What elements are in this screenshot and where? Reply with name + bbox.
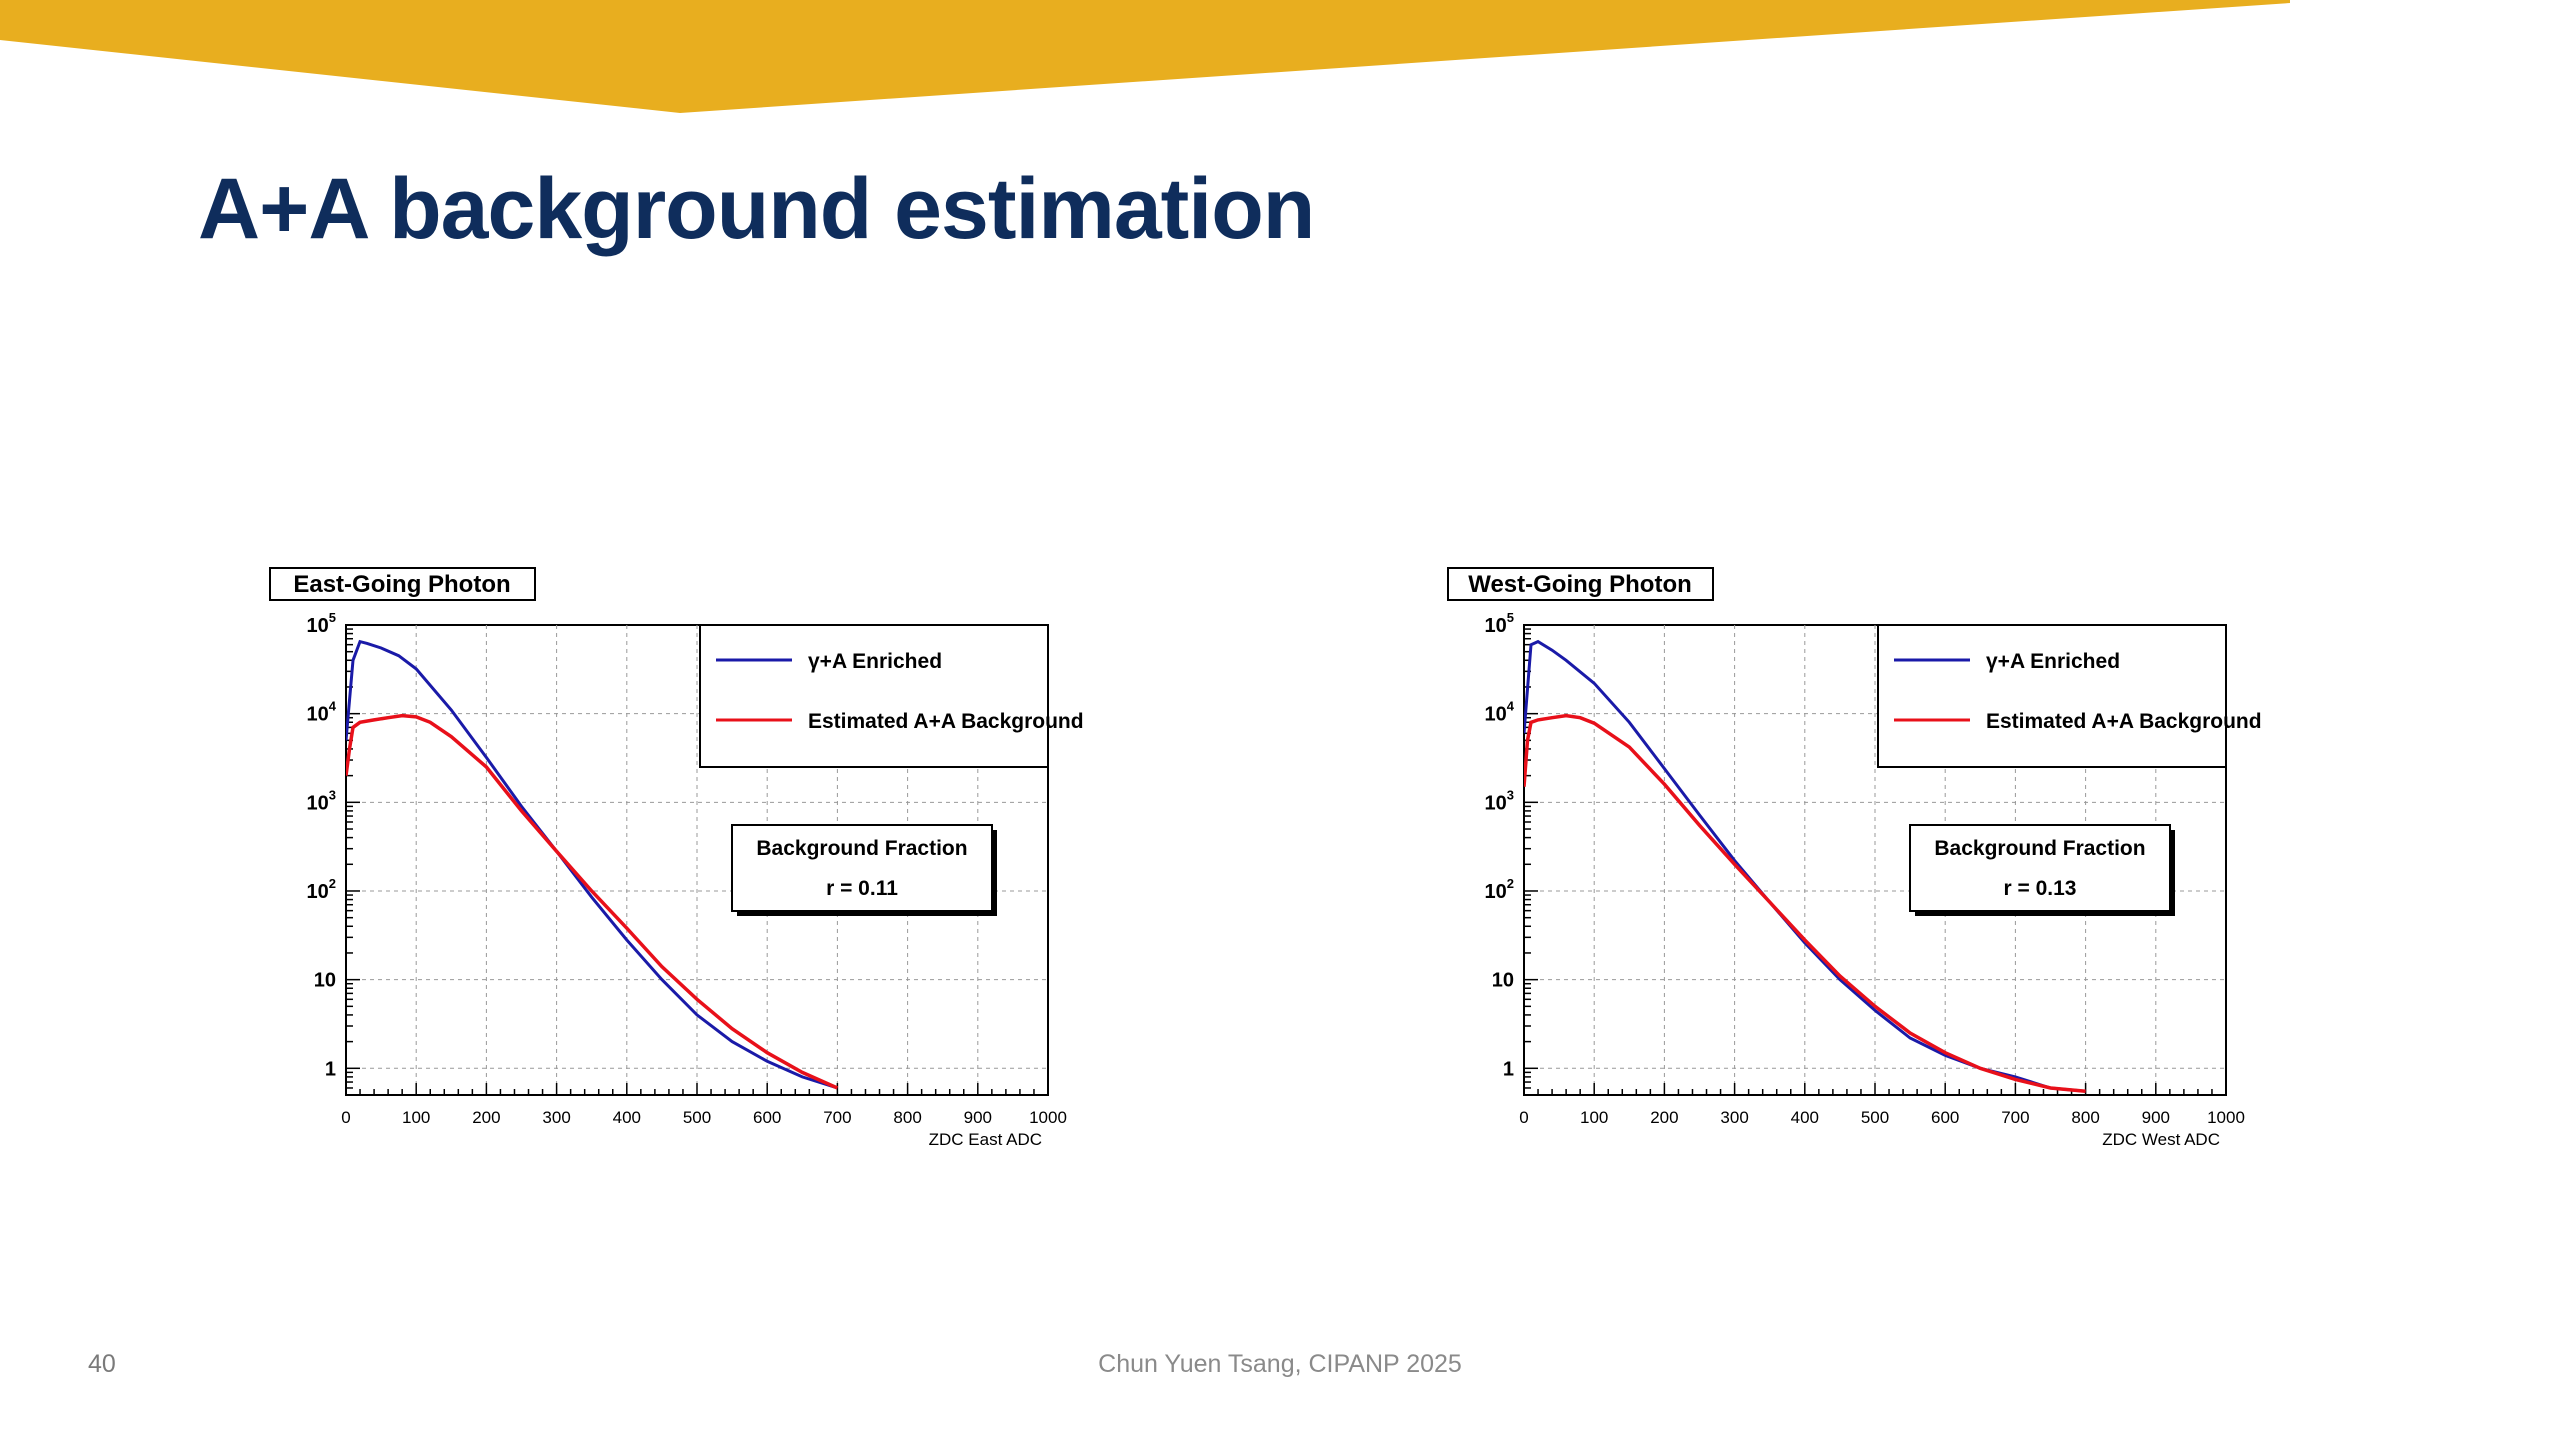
y-tick-label: 10 bbox=[314, 970, 336, 992]
y-tick-exponent: 4 bbox=[329, 699, 337, 714]
y-tick-label: 104 bbox=[307, 699, 337, 726]
chart-title-box bbox=[269, 567, 536, 601]
x-tick-label: 300 bbox=[542, 1108, 570, 1127]
chart-east-svg: East-Going Photon 0 100 200 300 400 500 600 700 8… bbox=[269, 567, 1084, 1149]
x-tick-label: 600 bbox=[753, 1108, 781, 1127]
chart-west-svg: West-Going Photon 0 100 200 300 400 500 600 700 8… bbox=[1447, 567, 2262, 1149]
y-tick-label: 104 bbox=[1485, 699, 1515, 726]
y-tick-base: 10 bbox=[1492, 970, 1514, 992]
x-tick-label: 0 bbox=[1519, 1108, 1528, 1127]
x-tick-label: 0 bbox=[341, 1108, 350, 1127]
y-tick-base: 10 bbox=[314, 970, 336, 992]
series-line-background bbox=[346, 713, 839, 1090]
y-tick-base: 1 bbox=[325, 1058, 336, 1080]
legend-box bbox=[1877, 624, 2227, 768]
y-tick-label: 1 bbox=[325, 1058, 336, 1080]
y-tick-base: 1 bbox=[1503, 1058, 1514, 1080]
annotation-box bbox=[731, 824, 993, 912]
chart-title: East-Going Photon bbox=[293, 571, 510, 598]
legend-label: Estimated A+A Background bbox=[808, 710, 1084, 733]
x-tick-label: 100 bbox=[1580, 1108, 1608, 1127]
y-tick-base: 10 bbox=[1485, 792, 1507, 814]
x-tick-label: 800 bbox=[893, 1108, 921, 1127]
x-tick-label: 600 bbox=[1931, 1108, 1959, 1127]
x-tick-label: 700 bbox=[2001, 1108, 2029, 1127]
chart-title: West-Going Photon bbox=[1468, 571, 1692, 598]
y-tick-base: 10 bbox=[307, 704, 329, 726]
y-tick-base: 10 bbox=[307, 792, 329, 814]
y-tick-exponent: 3 bbox=[329, 787, 336, 802]
series-line-enriched bbox=[346, 639, 838, 1090]
x-tick-label: 500 bbox=[683, 1108, 711, 1127]
x-tick-label: 1000 bbox=[1029, 1108, 1067, 1127]
y-tick-base: 10 bbox=[307, 615, 329, 637]
slide-title: A+A background estimation bbox=[198, 161, 1315, 257]
annotation-title: Background Fraction bbox=[756, 837, 967, 860]
x-tick-label: 200 bbox=[1650, 1108, 1678, 1127]
chart-east-going-photon: East-Going Photon 0 100 200 300 400 500 600 700 8… bbox=[262, 550, 1102, 1150]
y-tick-exponent: 2 bbox=[1507, 876, 1514, 891]
y-tick-base: 10 bbox=[1485, 615, 1507, 637]
annotation-title: Background Fraction bbox=[1934, 837, 2145, 860]
x-axis-label: ZDC West ADC bbox=[2102, 1130, 2220, 1149]
legend-label: γ+A Enriched bbox=[808, 650, 942, 673]
x-tick-label: 100 bbox=[402, 1108, 430, 1127]
y-tick-label: 1 bbox=[1503, 1058, 1514, 1080]
x-tick-label: 800 bbox=[2071, 1108, 2099, 1127]
legend-label: Estimated A+A Background bbox=[1986, 710, 2262, 733]
x-axis-label: ZDC East ADC bbox=[929, 1130, 1042, 1149]
annotation-box bbox=[1909, 824, 2171, 912]
x-tick-label: 900 bbox=[2142, 1108, 2170, 1127]
chart-title-box bbox=[1447, 567, 1714, 601]
y-tick-label: 102 bbox=[1485, 876, 1514, 903]
series-line-background bbox=[1524, 713, 2086, 1094]
legend-label: γ+A Enriched bbox=[1986, 650, 2120, 673]
x-tick-label: 400 bbox=[1791, 1108, 1819, 1127]
x-tick-label: 300 bbox=[1720, 1108, 1748, 1127]
x-tick-label: 900 bbox=[964, 1108, 992, 1127]
y-tick-label: 103 bbox=[1485, 787, 1514, 814]
y-tick-base: 10 bbox=[1485, 881, 1507, 903]
y-tick-exponent: 5 bbox=[329, 610, 336, 625]
y-tick-label: 105 bbox=[1485, 610, 1514, 637]
x-tick-label: 1000 bbox=[2207, 1108, 2245, 1127]
y-tick-label: 102 bbox=[307, 876, 336, 903]
header-banner bbox=[0, 0, 2290, 113]
y-tick-base: 10 bbox=[307, 881, 329, 903]
y-tick-label: 103 bbox=[307, 787, 336, 814]
y-tick-exponent: 3 bbox=[1507, 787, 1514, 802]
y-tick-exponent: 5 bbox=[1507, 610, 1514, 625]
y-tick-base: 10 bbox=[1485, 704, 1507, 726]
chart-west-going-photon: West-Going Photon 0 100 200 300 400 500 600 700 8… bbox=[1440, 550, 2280, 1150]
banner-shape bbox=[0, 0, 2290, 113]
x-tick-label: 700 bbox=[823, 1108, 851, 1127]
x-tick-label: 200 bbox=[472, 1108, 500, 1127]
y-tick-exponent: 4 bbox=[1507, 699, 1515, 714]
y-tick-exponent: 2 bbox=[329, 876, 336, 891]
annotation-value: r = 0.11 bbox=[826, 877, 898, 900]
footer-author: Chun Yuen Tsang, CIPANP 2025 bbox=[1098, 1350, 1462, 1378]
page-number: 40 bbox=[88, 1350, 116, 1378]
x-tick-label: 500 bbox=[1861, 1108, 1889, 1127]
x-tick-label: 400 bbox=[613, 1108, 641, 1127]
annotation-value: r = 0.13 bbox=[2004, 877, 2077, 900]
y-tick-label: 10 bbox=[1492, 970, 1514, 992]
legend-box bbox=[699, 624, 1049, 768]
y-tick-label: 105 bbox=[307, 610, 336, 637]
